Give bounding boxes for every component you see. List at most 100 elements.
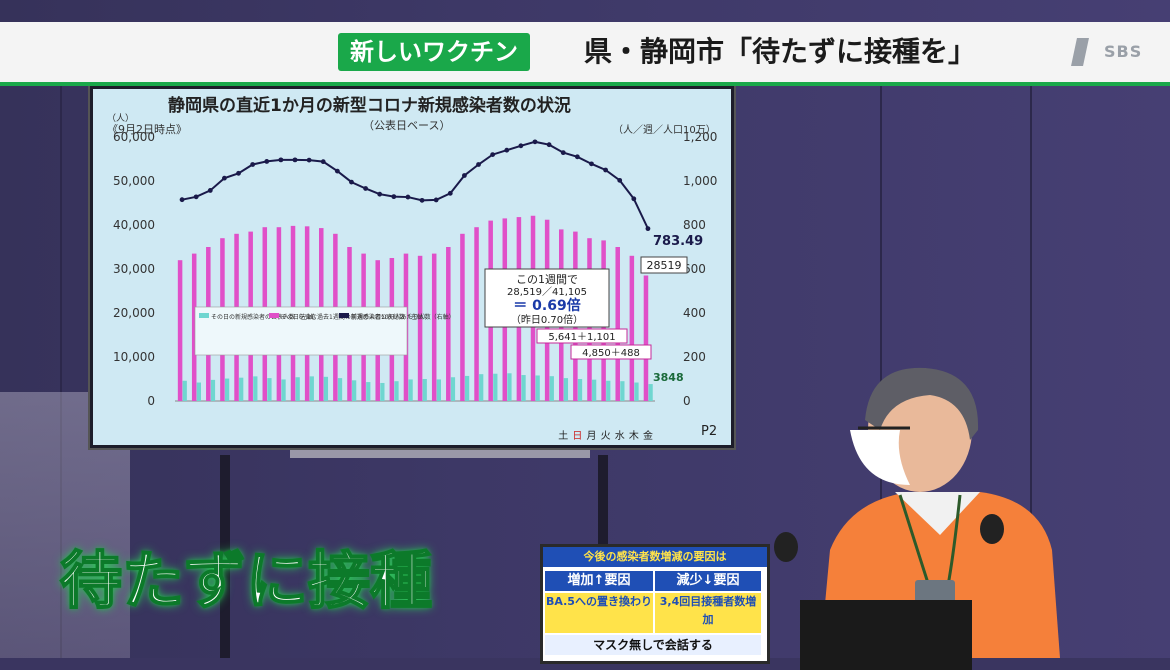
daily-bar xyxy=(267,378,272,401)
weekly-bar xyxy=(629,255,635,401)
daily-bar xyxy=(436,379,441,401)
line-point xyxy=(320,159,326,165)
legend-swatch xyxy=(199,313,209,318)
weekday-label: 水 xyxy=(615,430,625,442)
weekly-bar xyxy=(431,253,437,401)
line-point xyxy=(207,188,213,193)
factor-board: 今後の感染者数増減の要因は 増加↑要因 減少↓要因 BA.5への置き換わり 3,… xyxy=(540,544,770,664)
daily-bar xyxy=(366,382,371,401)
line-point xyxy=(617,177,623,183)
line-point xyxy=(589,161,594,167)
headline: 県・静岡市「待たずに接種を」 xyxy=(584,35,977,68)
y-tick-label: 20,000 xyxy=(113,306,155,320)
legend-swatch xyxy=(269,313,279,318)
weekday-label: 土 xyxy=(558,429,568,442)
weekly-bar xyxy=(177,260,183,401)
y2-tick-label: 400 xyxy=(683,306,706,320)
line-point xyxy=(334,168,340,174)
line-point xyxy=(193,194,199,200)
chart-basis: （公表日ベース） xyxy=(363,118,450,132)
line-point xyxy=(391,194,397,200)
y-tick-label: 0 xyxy=(147,394,155,408)
daily-bar xyxy=(408,379,413,401)
y2-tick-label: 200 xyxy=(683,350,706,364)
line-point xyxy=(236,170,241,176)
note-a-box xyxy=(536,328,628,344)
microphone-icon xyxy=(774,532,798,562)
weekday-label: 火 xyxy=(601,430,611,442)
news-caption-bar: 新しいワクチン 県・静岡市「待たずに接種を」 SBS xyxy=(0,22,1170,86)
daily-bar xyxy=(224,378,230,401)
line-point xyxy=(518,143,524,149)
last-bar-label-box xyxy=(640,256,688,274)
note-a-text: 5,641＋1,101 xyxy=(548,332,615,343)
line-point xyxy=(447,190,453,196)
daily-bar xyxy=(337,378,343,401)
legend-label: その日を含む過去1週間の新規感染者公表総数（左軸） xyxy=(281,313,429,321)
tv-screen: 静岡県の直近1か月の新型コロナ新規感染者数の状況 《9月2日時点》 （公表日ベース）… xyxy=(90,86,734,448)
line-point xyxy=(292,157,298,163)
daily-bar xyxy=(493,373,498,401)
laptop xyxy=(800,600,972,670)
daily-bar xyxy=(253,376,258,401)
daily-bar xyxy=(464,375,470,401)
ratio-callout-formula: 28,519／41,105 xyxy=(507,286,587,298)
line-point xyxy=(462,173,467,178)
ratio-callout-prev: （昨日0.70倍） xyxy=(511,313,583,326)
logo-text: SBS xyxy=(1104,42,1143,61)
weekly-bar xyxy=(446,247,451,401)
last-line-label: 783.49 xyxy=(653,234,703,249)
note-b-box xyxy=(570,344,652,360)
wall-panel-divider xyxy=(880,86,882,658)
y2-tick-label: 600 xyxy=(683,262,706,276)
y-tick-label: 60,000 xyxy=(113,130,155,144)
daily-bar xyxy=(592,379,597,401)
line-point xyxy=(278,157,284,163)
board-ba5: BA.5への置き換わり xyxy=(545,593,653,633)
daily-bar xyxy=(648,384,653,401)
ratio-callout-title: この1週間で xyxy=(516,273,578,286)
daily-bar xyxy=(563,378,569,401)
board-dose: 3,4回目接種者数増加 xyxy=(655,593,761,633)
daily-bar xyxy=(295,377,300,401)
daily-bar xyxy=(549,376,554,401)
legend-swatch xyxy=(339,313,349,318)
y2-axis-unit: （人／週／人口10万） xyxy=(613,124,716,136)
stand-pole xyxy=(220,455,230,658)
line-point xyxy=(574,154,580,160)
board-mask: マスク無しで会話する xyxy=(545,635,761,655)
daily-bar xyxy=(239,377,244,401)
broadcaster-logo: SBS xyxy=(1071,36,1160,70)
weekday-label: 木 xyxy=(629,430,639,442)
line-point xyxy=(363,186,368,191)
y2-tick-label: 1,000 xyxy=(683,174,717,188)
phone xyxy=(915,580,955,606)
board-title: 今後の感染者数増減の要因は xyxy=(543,547,767,567)
daily-bar xyxy=(309,376,314,401)
chart-date-note: 《9月2日時点》 xyxy=(107,123,187,136)
daily-bar xyxy=(380,382,385,401)
daily-bar xyxy=(450,377,456,401)
caption-text: 待たずに接種 xyxy=(59,543,433,618)
y2-tick-label: 800 xyxy=(683,218,706,232)
y-tick-label: 40,000 xyxy=(113,218,155,232)
logo-mark-icon xyxy=(1071,38,1089,66)
daily-bar xyxy=(182,380,187,401)
daily-bar xyxy=(352,380,357,401)
line-point xyxy=(405,194,411,200)
line-point xyxy=(560,150,566,156)
line-point xyxy=(419,197,425,203)
daily-bar xyxy=(535,375,540,401)
y2-tick-label: 1,200 xyxy=(683,130,717,144)
ratio-callout-value: ＝ 0.69倍 xyxy=(513,297,580,314)
y-tick-label: 30,000 xyxy=(113,262,155,276)
last-bar-label: 28519 xyxy=(647,259,682,272)
daily-bar xyxy=(422,379,427,401)
daily-bar xyxy=(281,379,286,401)
daily-bar xyxy=(479,374,484,401)
hair xyxy=(865,367,979,440)
daily-bar xyxy=(323,376,329,401)
legend-label: その日の新規感染者の公表人数（左軸） xyxy=(211,313,319,321)
daily-bar xyxy=(606,380,611,401)
daily-bar xyxy=(394,381,399,401)
